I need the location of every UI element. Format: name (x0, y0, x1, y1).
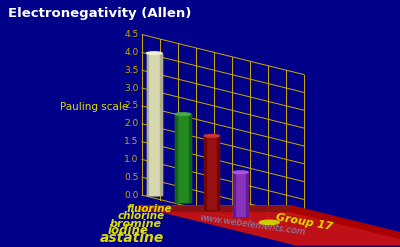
Text: 2.5: 2.5 (124, 102, 139, 110)
Text: www.webelements.com: www.webelements.com (198, 213, 306, 237)
Polygon shape (204, 136, 206, 209)
Text: Pauling scale: Pauling scale (60, 102, 128, 112)
Ellipse shape (233, 171, 248, 174)
Polygon shape (233, 172, 248, 216)
Polygon shape (138, 206, 400, 245)
Ellipse shape (146, 194, 162, 196)
Text: 0.0: 0.0 (124, 191, 139, 200)
Ellipse shape (175, 113, 190, 115)
Ellipse shape (233, 215, 248, 218)
Text: 0.5: 0.5 (124, 173, 139, 182)
Polygon shape (146, 53, 162, 195)
Polygon shape (175, 114, 190, 202)
Text: 3.5: 3.5 (124, 66, 139, 75)
Polygon shape (146, 53, 148, 195)
Text: astatine: astatine (100, 231, 164, 245)
Text: iodine: iodine (108, 225, 149, 237)
Text: 4.0: 4.0 (124, 48, 139, 57)
Polygon shape (233, 172, 235, 216)
Polygon shape (175, 114, 177, 202)
Polygon shape (246, 172, 248, 216)
Text: Electronegativity (Allen): Electronegativity (Allen) (8, 7, 191, 21)
Ellipse shape (204, 208, 219, 211)
Polygon shape (189, 114, 190, 202)
Text: 1.5: 1.5 (124, 137, 139, 146)
Polygon shape (160, 53, 162, 195)
Text: 1.0: 1.0 (124, 155, 139, 164)
Polygon shape (290, 206, 400, 247)
Text: Group 17: Group 17 (275, 212, 333, 232)
Ellipse shape (146, 52, 162, 54)
Text: fluorine: fluorine (126, 204, 172, 214)
Text: 4.5: 4.5 (124, 30, 139, 39)
Text: 3.0: 3.0 (124, 83, 139, 93)
Polygon shape (218, 136, 219, 209)
Text: 2.0: 2.0 (124, 119, 139, 128)
Ellipse shape (175, 201, 190, 204)
Ellipse shape (260, 220, 279, 225)
Ellipse shape (204, 135, 219, 137)
Polygon shape (204, 136, 219, 209)
Polygon shape (138, 206, 290, 211)
Text: bromine: bromine (110, 219, 162, 228)
Text: chlorine: chlorine (118, 211, 165, 221)
